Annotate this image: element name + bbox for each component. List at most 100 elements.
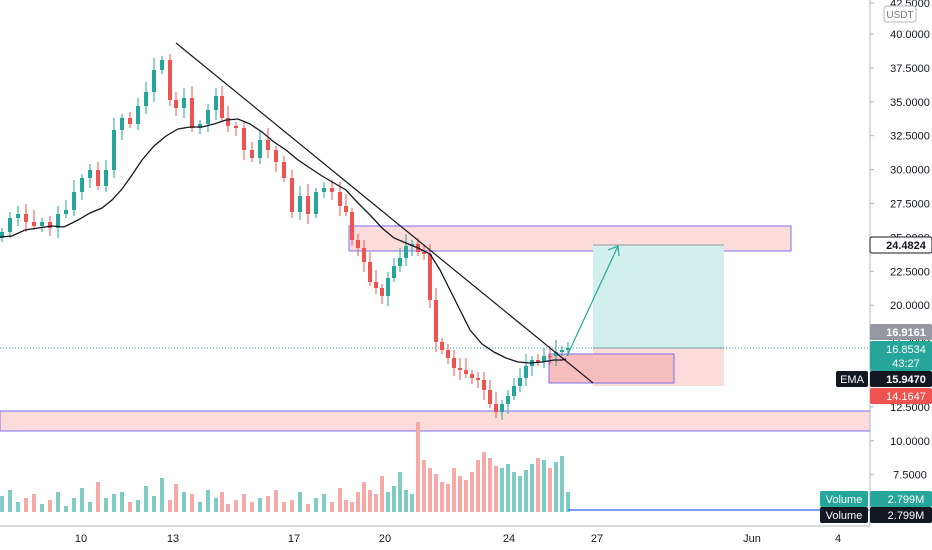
price-axis[interactable] bbox=[870, 0, 932, 526]
candle-body bbox=[174, 100, 178, 108]
candle-body bbox=[398, 258, 402, 266]
candle-body bbox=[214, 96, 218, 110]
candle-body bbox=[266, 140, 270, 150]
candle-body bbox=[190, 98, 194, 128]
price-tag-value: 15.9470 bbox=[886, 374, 926, 386]
candle-body bbox=[250, 150, 254, 158]
volume-bar bbox=[104, 498, 108, 512]
volume-bar bbox=[368, 490, 372, 512]
volume-bar bbox=[298, 492, 302, 512]
candle-body bbox=[476, 378, 480, 380]
volume-bar bbox=[220, 492, 224, 512]
time-tick-label: Jun bbox=[743, 533, 761, 545]
candle-body bbox=[380, 288, 384, 296]
volume-bar bbox=[64, 506, 68, 512]
volume-bar bbox=[8, 490, 12, 512]
volume-bar bbox=[160, 478, 164, 512]
price-tag-value: 24.4824 bbox=[886, 240, 927, 252]
volume-bars bbox=[0, 422, 570, 512]
price-tag[interactable]: EMA 15.9470 bbox=[836, 371, 932, 387]
price-tick-label: 27.5000 bbox=[890, 199, 930, 211]
support-zone[interactable] bbox=[0, 410, 871, 432]
projection-arrow[interactable] bbox=[566, 245, 619, 357]
volume-bar bbox=[282, 502, 286, 512]
price-tick-label: 10.0000 bbox=[890, 436, 930, 448]
candle-body bbox=[518, 378, 522, 386]
volume-bar bbox=[330, 502, 334, 512]
candle-body bbox=[198, 124, 202, 128]
candle-body bbox=[452, 358, 456, 368]
candle-body bbox=[206, 110, 210, 124]
candle-body bbox=[524, 366, 528, 378]
candle-body bbox=[506, 396, 510, 404]
candle-body bbox=[542, 356, 546, 362]
price-tag-value: 14.1647 bbox=[886, 391, 926, 403]
ema-line[interactable] bbox=[0, 118, 567, 364]
candle-body bbox=[330, 188, 334, 192]
price-tag[interactable]: Volume 2.799M bbox=[820, 491, 932, 507]
candle-body bbox=[72, 192, 76, 210]
volume-bar bbox=[250, 502, 254, 512]
volume-bar bbox=[494, 466, 498, 512]
price-tag-bg bbox=[870, 341, 932, 371]
candle-body bbox=[234, 126, 238, 128]
volume-bar bbox=[306, 504, 310, 512]
volume-bar bbox=[404, 490, 408, 512]
candle-body bbox=[168, 60, 172, 100]
volume-bar bbox=[344, 500, 348, 512]
price-tick-label: 42.5000 bbox=[890, 0, 930, 10]
volume-bar bbox=[314, 498, 318, 512]
candle-body bbox=[446, 350, 450, 358]
volume-bar bbox=[258, 498, 262, 512]
volume-bar bbox=[464, 480, 468, 512]
candle-body bbox=[362, 248, 366, 262]
price-tag-label-bg bbox=[820, 507, 868, 523]
price-tag-bg bbox=[870, 324, 932, 340]
volume-bar bbox=[290, 500, 294, 512]
price-tick-label: 30.0000 bbox=[890, 165, 930, 177]
candle-body bbox=[136, 106, 140, 124]
volume-bar bbox=[80, 488, 84, 512]
volume-bar bbox=[322, 494, 326, 512]
candle-body bbox=[220, 96, 224, 118]
time-tick-label: 24 bbox=[503, 533, 515, 545]
price-tag-bg bbox=[870, 507, 932, 523]
descending-trendline[interactable] bbox=[175, 42, 594, 384]
volume-bar bbox=[554, 462, 558, 512]
price-tag-label: Volume bbox=[826, 510, 863, 522]
price-tag-value: 16.9161 bbox=[886, 327, 926, 339]
candle-body bbox=[404, 246, 408, 258]
volume-bar bbox=[482, 452, 486, 512]
candle-body bbox=[428, 254, 432, 300]
currency-badge[interactable] bbox=[883, 5, 917, 23]
price-tag[interactable]: 16.9161 bbox=[870, 324, 932, 340]
candle-body bbox=[80, 178, 84, 192]
volume-bar bbox=[536, 458, 540, 512]
volume-bar bbox=[242, 494, 246, 512]
volume-bar bbox=[120, 492, 124, 512]
price-tick-label: 22.5000 bbox=[890, 266, 930, 278]
long-position-target-zone[interactable] bbox=[593, 245, 724, 348]
candle-body bbox=[24, 214, 28, 222]
entry-zone-box[interactable] bbox=[548, 353, 675, 384]
volume-bar bbox=[112, 494, 116, 512]
volume-bar bbox=[446, 484, 450, 512]
price-tag[interactable]: Volume 2.799M bbox=[820, 507, 932, 523]
price-tag[interactable]: 24.4824 bbox=[869, 236, 932, 254]
volume-bar bbox=[266, 496, 270, 512]
candle-body bbox=[392, 266, 396, 278]
candle-body bbox=[566, 348, 570, 350]
price-tag-bg bbox=[870, 388, 932, 404]
candle-body bbox=[8, 218, 12, 232]
volume-bar bbox=[16, 502, 20, 512]
price-tag-label: EMA bbox=[840, 374, 865, 386]
candle-body bbox=[350, 212, 354, 240]
price-tag[interactable]: 14.1647 bbox=[870, 388, 932, 404]
price-tag[interactable]: 16.8534 43:27 bbox=[870, 341, 932, 371]
volume-bar bbox=[374, 494, 378, 512]
time-tick-label: 17 bbox=[288, 533, 300, 545]
candle-body bbox=[64, 210, 68, 214]
volume-bar bbox=[428, 468, 432, 512]
candle-body bbox=[40, 222, 44, 226]
